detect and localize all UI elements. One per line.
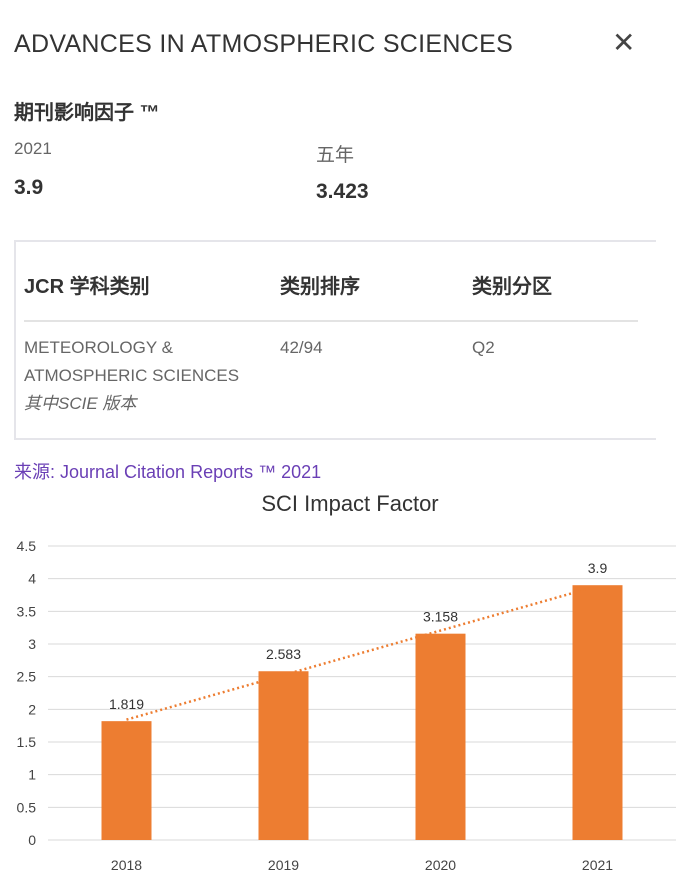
source-link[interactable]: 来源: Journal Citation Reports ™ 2021 bbox=[14, 462, 322, 482]
x-tick-label: 2019 bbox=[268, 857, 299, 873]
year-value: 3.9 bbox=[14, 176, 44, 199]
data-label: 2.583 bbox=[266, 646, 301, 662]
bar-2019 bbox=[258, 671, 309, 840]
y-tick-label: 3 bbox=[28, 636, 36, 652]
x-tick-label: 2021 bbox=[582, 857, 613, 873]
divider bbox=[24, 320, 638, 322]
bar-2020 bbox=[415, 633, 466, 840]
edition: 其中SCIE 版本 bbox=[24, 394, 137, 413]
y-tick-label: 0.5 bbox=[17, 799, 37, 815]
journal-title: ADVANCES IN ATMOSPHERIC SCIENCES bbox=[14, 30, 514, 58]
five-year-value: 3.423 bbox=[316, 180, 369, 203]
bar-2018 bbox=[101, 721, 152, 840]
y-tick-label: 3.5 bbox=[17, 603, 37, 619]
header-quartile: 类别分区 bbox=[472, 276, 552, 298]
y-tick-label: 0 bbox=[28, 832, 36, 848]
y-tick-label: 1.5 bbox=[17, 734, 37, 750]
jcr-category-table: JCR 学科类别 类别排序 类别分区 METEOROLOGY & ATMOSPH… bbox=[14, 240, 656, 440]
y-tick-label: 4.5 bbox=[17, 538, 37, 554]
category-line1: METEOROLOGY & bbox=[24, 338, 173, 357]
rank-value: 42/94 bbox=[280, 338, 323, 357]
bar-2021 bbox=[572, 585, 623, 840]
y-tick-label: 2 bbox=[28, 701, 36, 717]
close-icon[interactable]: ✕ bbox=[612, 27, 636, 58]
data-label: 3.158 bbox=[423, 609, 458, 625]
chart-title: SCI Impact Factor bbox=[261, 491, 438, 516]
y-tick-label: 2.5 bbox=[17, 669, 37, 685]
year-label: 2021 bbox=[14, 139, 52, 158]
five-year-label: 五年 bbox=[316, 145, 355, 166]
impact-factor-heading: 期刊影响因子 ™ bbox=[14, 102, 160, 124]
quartile-value: Q2 bbox=[472, 338, 495, 357]
category-line2: ATMOSPHERIC SCIENCES bbox=[24, 366, 240, 385]
y-tick-label: 4 bbox=[28, 571, 36, 587]
data-label: 1.819 bbox=[109, 696, 144, 712]
trendline bbox=[126, 584, 598, 721]
x-tick-label: 2020 bbox=[425, 857, 456, 873]
impact-factor-chart: SCI Impact Factor 0 0.5 1 1.5 2 2.5 3 3.5 4 4.5 1.… bbox=[17, 491, 676, 873]
header-category: JCR 学科类别 bbox=[24, 276, 150, 298]
y-tick-label: 1 bbox=[28, 767, 36, 783]
x-tick-label: 2018 bbox=[111, 857, 142, 873]
data-label: 3.9 bbox=[588, 560, 608, 576]
header-rank: 类别排序 bbox=[280, 276, 360, 298]
